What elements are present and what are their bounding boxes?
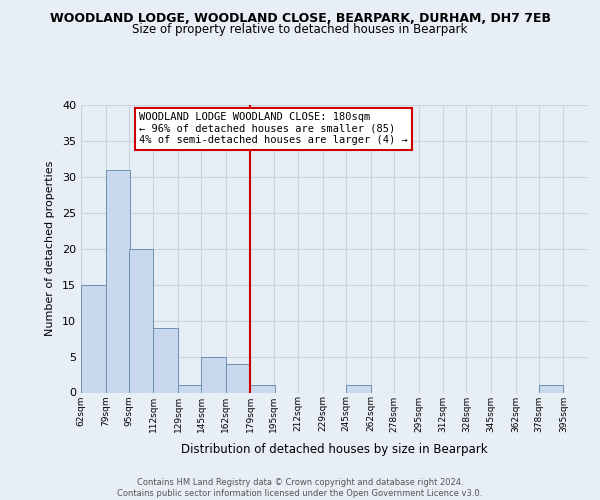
Bar [106,170,130,392]
Bar [154,328,178,392]
Bar [178,386,203,392]
Text: Contains HM Land Registry data © Crown copyright and database right 2024.
Contai: Contains HM Land Registry data © Crown c… [118,478,482,498]
Bar [81,284,106,393]
Bar [201,356,226,392]
Bar [346,386,371,392]
Bar [129,249,154,392]
Bar [539,386,563,392]
Text: Size of property relative to detached houses in Bearpark: Size of property relative to detached ho… [133,22,467,36]
Text: WOODLAND LODGE WOODLAND CLOSE: 180sqm
← 96% of detached houses are smaller (85)
: WOODLAND LODGE WOODLAND CLOSE: 180sqm ← … [139,112,408,146]
Bar [226,364,250,392]
Bar [250,386,275,392]
X-axis label: Distribution of detached houses by size in Bearpark: Distribution of detached houses by size … [181,443,488,456]
Text: WOODLAND LODGE, WOODLAND CLOSE, BEARPARK, DURHAM, DH7 7EB: WOODLAND LODGE, WOODLAND CLOSE, BEARPARK… [49,12,551,26]
Y-axis label: Number of detached properties: Number of detached properties [45,161,55,336]
